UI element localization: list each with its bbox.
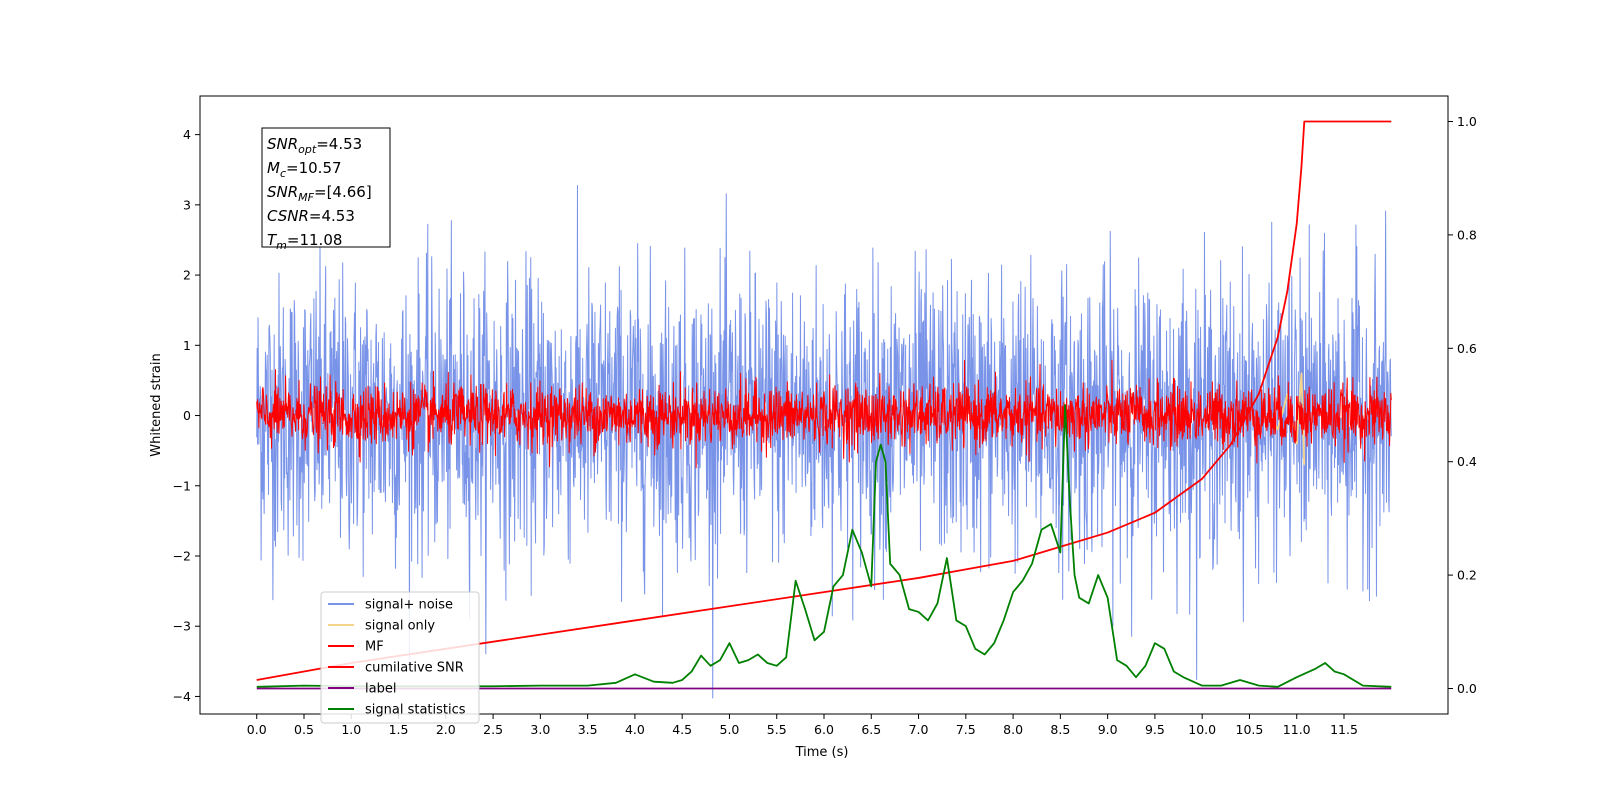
x-tick-label: 3.5 bbox=[578, 722, 598, 737]
y2-tick-label: 1.0 bbox=[1457, 114, 1477, 129]
x-tick-label: 7.5 bbox=[956, 722, 976, 737]
y-tick-label: −4 bbox=[173, 689, 191, 704]
x-tick-label: 11.5 bbox=[1330, 722, 1358, 737]
x-tick-label: 4.5 bbox=[672, 722, 692, 737]
legend-label: label bbox=[365, 682, 396, 697]
x-tick-label: 10.5 bbox=[1236, 722, 1264, 737]
series-line-2 bbox=[256, 359, 1392, 469]
info-box-line: CSNR=4.53 bbox=[267, 207, 355, 225]
y2-tick-label: 0.2 bbox=[1457, 568, 1477, 583]
y-tick-label: 3 bbox=[183, 197, 191, 212]
legend-label: signal+ noise bbox=[365, 598, 453, 613]
series-line-3 bbox=[256, 120, 1392, 681]
x-tick-label: 9.5 bbox=[1145, 722, 1165, 737]
legend-label: cumilative SNR bbox=[365, 661, 464, 676]
y2-tick-label: 0.0 bbox=[1457, 681, 1477, 696]
y-tick-label: 0 bbox=[183, 408, 191, 423]
x-tick-label: 8.0 bbox=[1003, 722, 1023, 737]
y-tick-label: −2 bbox=[173, 548, 191, 563]
x-tick-label: 6.5 bbox=[861, 722, 881, 737]
y-axis-label: Whitened strain bbox=[149, 353, 164, 456]
legend: signal+ noise signal only MF cumilative SNR… bbox=[320, 591, 480, 724]
x-tick-label: 4.0 bbox=[625, 722, 645, 737]
x-tick-label: 7.0 bbox=[909, 722, 929, 737]
x-tick-label: 0.0 bbox=[247, 722, 267, 737]
legend-label: signal statistics bbox=[365, 703, 466, 718]
x-tick-label: 8.5 bbox=[1050, 722, 1070, 737]
x-tick-label: 1.0 bbox=[341, 722, 361, 737]
legend-frame bbox=[320, 591, 480, 724]
axes-layer: 0.0 0.5 1.0 1.5 2.0 2.5 3.0 3.5 4.0 4.5 5.0 5.5 6.0 6… bbox=[173, 114, 1477, 737]
x-tick-label: 5.5 bbox=[767, 722, 787, 737]
y-tick-label: −1 bbox=[173, 478, 191, 493]
x-tick-label: 2.5 bbox=[483, 722, 503, 737]
info-box-line: SNRMF=[4.66] bbox=[267, 183, 372, 204]
y2-tick-label: 0.8 bbox=[1457, 227, 1477, 242]
legend-label: MF bbox=[365, 640, 384, 655]
y-tick-label: 4 bbox=[183, 127, 191, 142]
y-tick-label: −3 bbox=[173, 619, 191, 634]
x-tick-label: 2.0 bbox=[436, 722, 456, 737]
y-tick-label: 1 bbox=[183, 338, 191, 353]
y2-tick-label: 0.6 bbox=[1457, 341, 1477, 356]
info-box-line: SNRopt=4.53 bbox=[267, 135, 362, 156]
x-tick-label: 10.0 bbox=[1188, 722, 1216, 737]
info-box: SNRopt=4.53 Mc=10.57 SNRMF=[4.66] CSNR=4.53… bbox=[261, 127, 391, 252]
y2-tick-label: 0.4 bbox=[1457, 454, 1477, 469]
x-tick-label: 3.0 bbox=[530, 722, 550, 737]
info-box-line: Mc=10.57 bbox=[267, 159, 342, 180]
x-tick-label: 6.0 bbox=[814, 722, 834, 737]
x-tick-label: 11.0 bbox=[1283, 722, 1311, 737]
series-line-5 bbox=[256, 404, 1392, 688]
x-tick-label: 5.0 bbox=[720, 722, 740, 737]
x-tick-label: 0.5 bbox=[294, 722, 314, 737]
info-box-line: Tm=11.08 bbox=[267, 231, 342, 252]
x-axis-label: Time (s) bbox=[795, 745, 849, 760]
y-tick-label: 2 bbox=[183, 268, 191, 283]
info-box-frame bbox=[261, 127, 391, 248]
x-tick-label: 1.5 bbox=[389, 722, 409, 737]
legend-label: signal only bbox=[365, 619, 435, 634]
x-tick-label: 9.0 bbox=[1098, 722, 1118, 737]
